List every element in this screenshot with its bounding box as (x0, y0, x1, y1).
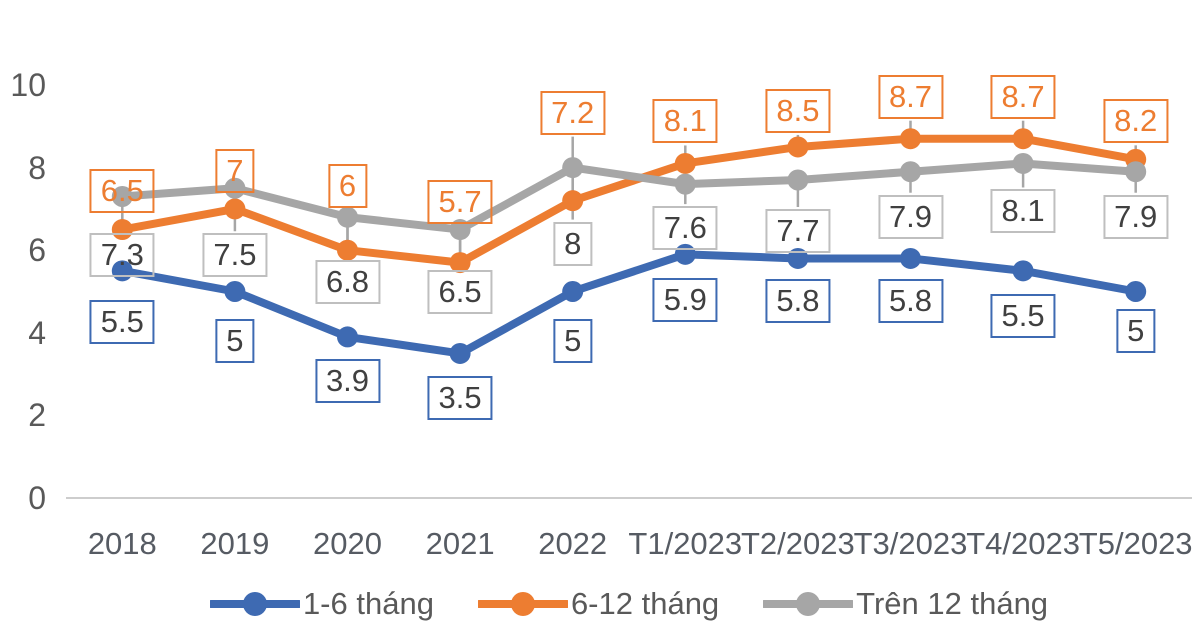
y-tick-label: 2 (28, 397, 46, 434)
data-point-marker (562, 281, 584, 302)
legend-marker-icon (763, 592, 854, 616)
x-tick-label: T2/2023 (741, 526, 855, 561)
data-label: 8.7 (877, 74, 944, 119)
data-point-marker (900, 161, 921, 183)
data-point-marker (224, 281, 246, 302)
y-tick-label: 4 (28, 314, 46, 351)
data-label: 8.2 (1103, 99, 1169, 144)
data-label: 8.1 (990, 189, 1056, 234)
x-tick-label: T1/2023 (628, 526, 743, 561)
legend-marker-icon (477, 592, 568, 616)
data-label: 6.5 (427, 269, 493, 314)
x-tick-label: 2020 (313, 526, 382, 561)
data-label: 3.5 (427, 376, 493, 421)
x-tick-label: 2019 (200, 526, 270, 561)
data-point-marker (224, 177, 246, 199)
x-tick-label: 2022 (538, 526, 608, 561)
data-label: 6.5 (89, 168, 155, 213)
data-point-marker (111, 186, 133, 208)
y-tick-label: 10 (10, 67, 46, 103)
data-point-marker (787, 247, 809, 269)
legend-label: 1-6 tháng (302, 586, 434, 621)
legend-item: 1-6 tháng (209, 586, 434, 622)
data-label: 7.9 (1103, 194, 1169, 239)
data-point-marker (562, 157, 584, 179)
data-point-marker (787, 136, 809, 158)
data-point-marker (224, 198, 246, 220)
data-point-marker (111, 219, 133, 241)
data-point-marker (674, 173, 696, 195)
series-line-3 (118, 159, 1140, 234)
data-label: 8.5 (765, 88, 831, 133)
data-point-marker (449, 252, 471, 274)
legend-item: Trên 12 tháng (763, 586, 1048, 622)
y-tick-label: 6 (28, 232, 46, 269)
x-tick-label: 2018 (87, 526, 157, 561)
data-point-marker (787, 169, 809, 191)
data-point-marker (1012, 260, 1034, 282)
data-point-marker (1125, 281, 1147, 302)
data-point-marker (449, 342, 471, 364)
data-point-marker (1012, 152, 1034, 174)
data-label: 6 (327, 164, 368, 209)
data-label: 7.3 (89, 232, 155, 277)
data-label: 5.8 (877, 279, 944, 324)
data-point-marker (337, 326, 358, 348)
data-label: 5 (1116, 308, 1156, 353)
data-point-marker (674, 152, 696, 174)
data-label: 6.8 (314, 260, 381, 305)
data-label: 8 (553, 221, 593, 266)
legend-label: 6-12 tháng (570, 586, 720, 621)
x-tick-label: T4/2023 (966, 526, 1080, 561)
legend-item: 6-12 tháng (477, 586, 720, 622)
data-label: 5.5 (89, 299, 155, 344)
data-point-marker (900, 247, 921, 269)
data-label: 5.9 (652, 278, 718, 323)
data-label: 8.7 (990, 74, 1056, 119)
data-label: 7.2 (540, 90, 606, 135)
data-label: 3.9 (314, 358, 381, 403)
y-tick-label: 8 (28, 149, 46, 186)
data-point-marker (562, 190, 584, 212)
data-label: 7.7 (765, 208, 831, 253)
x-tick-label: 2021 (425, 526, 495, 561)
data-point-marker (449, 219, 471, 241)
y-tick-label: 0 (28, 480, 46, 516)
data-point-marker (337, 239, 358, 261)
data-label: 5.7 (427, 179, 493, 224)
data-label: 5.5 (990, 293, 1056, 338)
data-point-marker (1012, 128, 1034, 150)
data-point-marker (900, 128, 921, 150)
x-tick-label: T5/2023 (1078, 526, 1193, 561)
data-label: 8.1 (652, 99, 718, 144)
legend-marker-icon (209, 592, 300, 616)
data-label: 5.8 (765, 279, 831, 324)
data-point-marker (1125, 161, 1147, 183)
chart-legend: 1-6 tháng 6-12 tháng Trên 12 tháng (66, 586, 1192, 622)
data-label: 5 (215, 318, 255, 363)
x-tick-label: T3/2023 (853, 526, 968, 561)
legend-label: Trên 12 tháng (856, 586, 1049, 621)
series-line-1 (118, 250, 1140, 358)
data-label: 5 (553, 318, 593, 363)
data-point-marker (337, 206, 358, 228)
data-label: 7.9 (877, 194, 944, 239)
series-line-2 (118, 134, 1140, 267)
data-label: 7.6 (652, 206, 718, 251)
data-label: 7.5 (202, 233, 268, 278)
data-label: 7 (215, 148, 255, 193)
